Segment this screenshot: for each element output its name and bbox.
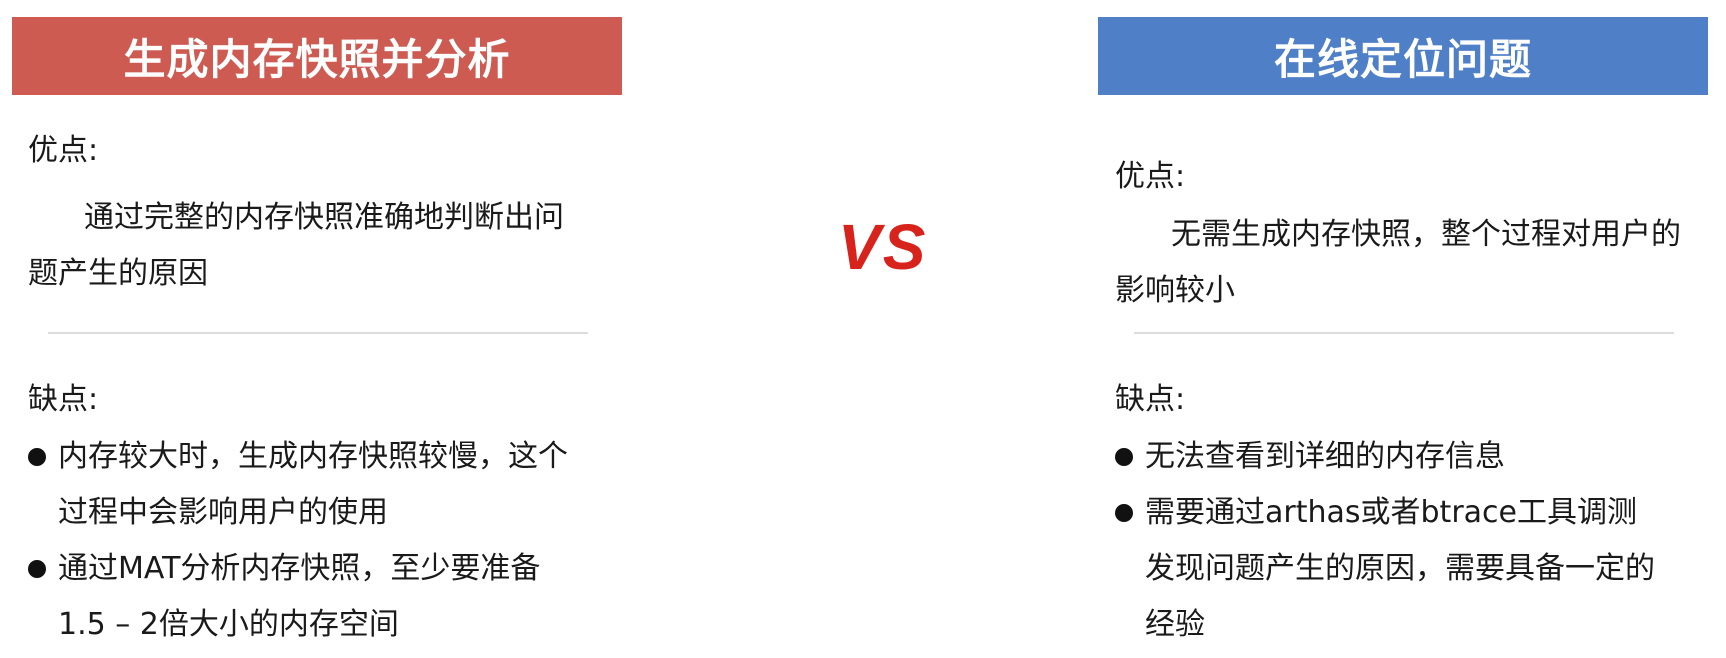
left-pros-label: 优点: xyxy=(28,133,99,168)
right-pros-text: 无需生成内存快照，整个过程对用户的 影响较小 xyxy=(1115,207,1681,319)
left-cons-label: 缺点: xyxy=(28,382,99,417)
left-con-2-line-2: 1.5 – 2倍大小的内存空间 xyxy=(58,607,399,642)
list-item: 内存较大时，生成内存快照较慢，这个 过程中会影响用户的使用 xyxy=(28,429,568,541)
left-pros-text: 通过完整的内存快照准确地判断出问 题产生的原因 xyxy=(28,190,564,302)
bullet-dot-icon xyxy=(28,560,46,578)
left-title-banner: 生成内存快照并分析 xyxy=(12,17,622,95)
right-panel: 在线定位问题 优点: 无需生成内存快照，整个过程对用户的 影响较小 缺点: 无法… xyxy=(1098,0,1726,658)
left-con-1-line-1: 内存较大时，生成内存快照较慢，这个 xyxy=(58,439,568,474)
right-cons-list: 无法查看到详细的内存信息 需要通过arthas或者btrace工具调测 发现问题… xyxy=(1115,429,1655,653)
right-title-banner: 在线定位问题 xyxy=(1098,17,1708,95)
left-con-2-line-1: 通过MAT分析内存快照，至少要准备 xyxy=(58,551,541,586)
left-cons-list: 内存较大时，生成内存快照较慢，这个 过程中会影响用户的使用 通过MAT分析内存快… xyxy=(28,429,568,653)
right-pros-line-2: 影响较小 xyxy=(1115,273,1235,308)
vs-mark: VS xyxy=(838,211,928,283)
list-item: 无法查看到详细的内存信息 xyxy=(1115,429,1655,485)
left-pros-line-1: 通过完整的内存快照准确地判断出问 xyxy=(84,200,564,235)
right-cons-label: 缺点: xyxy=(1115,382,1186,417)
right-con-1-line-1: 无法查看到详细的内存信息 xyxy=(1145,439,1505,474)
bullet-dot-icon xyxy=(1115,504,1133,522)
left-con-1-line-2: 过程中会影响用户的使用 xyxy=(58,495,388,530)
right-con-2-line-3: 经验 xyxy=(1145,607,1205,642)
left-panel: 生成内存快照并分析 优点: 通过完整的内存快照准确地判断出问 题产生的原因 缺点… xyxy=(0,0,640,658)
list-item: 需要通过arthas或者btrace工具调测 发现问题产生的原因，需要具备一定的… xyxy=(1115,485,1655,653)
list-item: 通过MAT分析内存快照，至少要准备 1.5 – 2倍大小的内存空间 xyxy=(28,541,568,653)
left-divider xyxy=(48,332,588,334)
right-con-2-line-2: 发现问题产生的原因，需要具备一定的 xyxy=(1145,551,1655,586)
right-con-2-line-1: 需要通过arthas或者btrace工具调测 xyxy=(1145,495,1637,530)
right-divider xyxy=(1134,332,1674,334)
right-pros-label: 优点: xyxy=(1115,159,1186,194)
bullet-dot-icon xyxy=(1115,448,1133,466)
bullet-dot-icon xyxy=(28,448,46,466)
left-pros-line-2: 题产生的原因 xyxy=(28,256,208,291)
right-pros-line-1: 无需生成内存快照，整个过程对用户的 xyxy=(1171,217,1681,252)
